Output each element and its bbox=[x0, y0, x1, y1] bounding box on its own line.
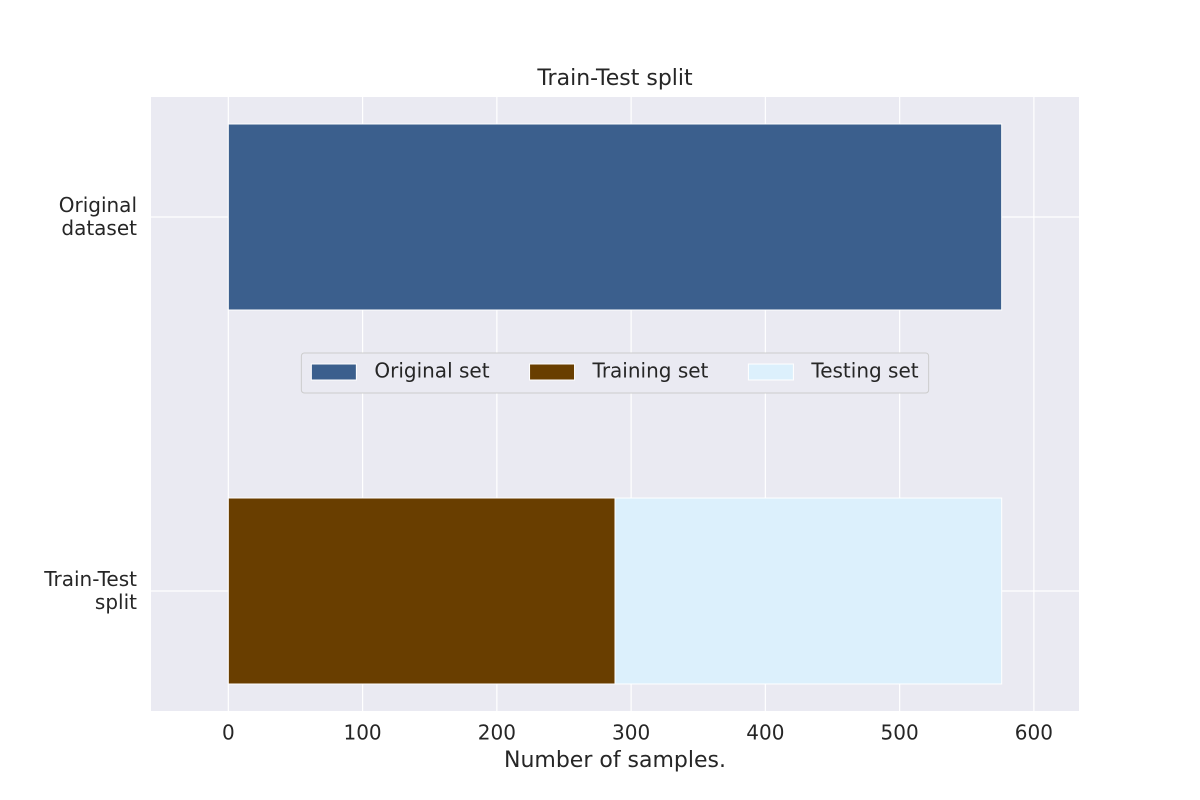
chart-title: Train-Test split bbox=[536, 66, 693, 91]
legend-label: Training set bbox=[592, 359, 709, 383]
x-tick-label: 600 bbox=[1015, 721, 1053, 745]
bar bbox=[227, 497, 616, 685]
x-axis-label: Number of samples. bbox=[504, 748, 726, 773]
legend-label: Original set bbox=[374, 359, 489, 383]
x-tick-label: 300 bbox=[612, 721, 650, 745]
legend-swatch bbox=[310, 363, 357, 381]
legend-swatch bbox=[747, 363, 794, 381]
legend-swatch bbox=[529, 363, 576, 381]
y-tick-label: Train-Test split bbox=[44, 567, 137, 614]
x-tick-label: 200 bbox=[478, 721, 516, 745]
legend-label: Testing set bbox=[810, 359, 918, 383]
y-tick-label: Original dataset bbox=[58, 193, 137, 240]
legend-box bbox=[300, 352, 930, 394]
x-tick-label: 500 bbox=[881, 721, 919, 745]
bar bbox=[227, 123, 1003, 311]
x-tick-label: 100 bbox=[343, 721, 381, 745]
x-tick-label: 400 bbox=[746, 721, 784, 745]
bar bbox=[614, 497, 1003, 685]
x-tick-label: 0 bbox=[222, 721, 235, 745]
legend: Original set Training set Testing set bbox=[300, 352, 930, 394]
